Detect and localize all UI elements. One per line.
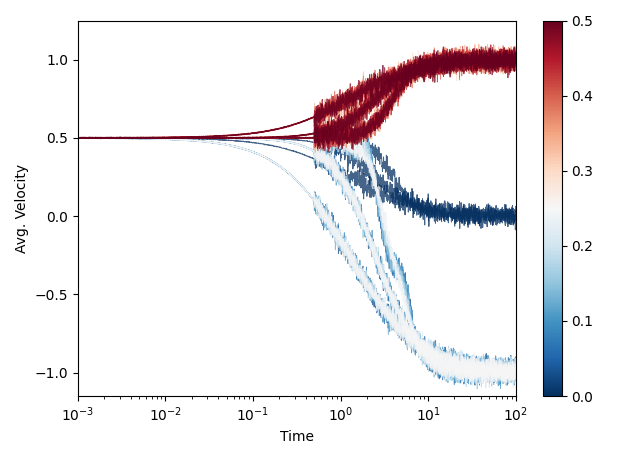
X-axis label: Time: Time xyxy=(280,430,314,444)
Y-axis label: Avg. Velocity: Avg. Velocity xyxy=(15,164,29,253)
